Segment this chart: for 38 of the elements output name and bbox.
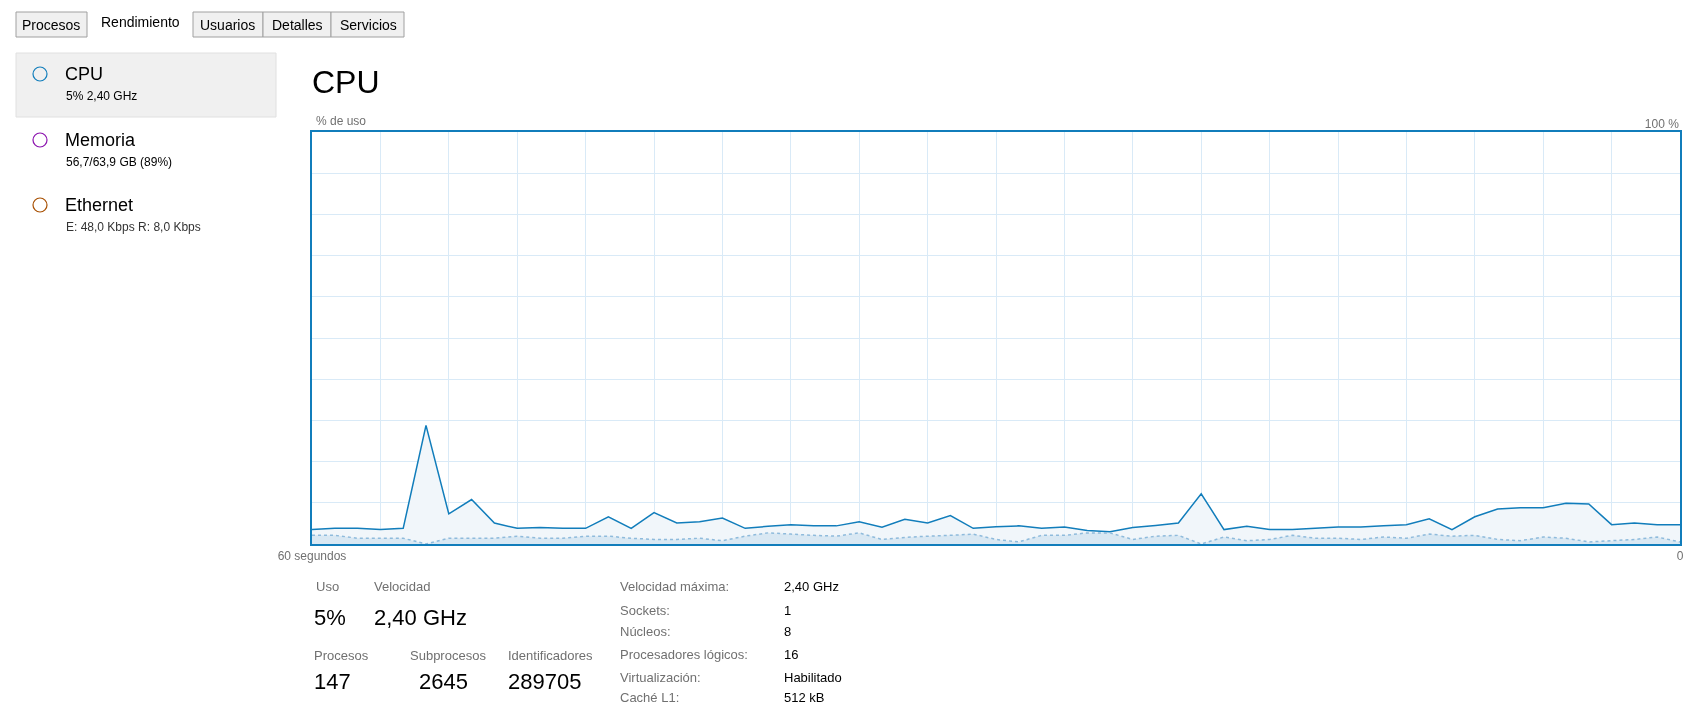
text: Caché L1: <box>620 690 680 705</box>
text: Procesos <box>22 17 81 33</box>
text: CPU <box>65 64 104 84</box>
text: 2,40 GHz <box>784 579 839 594</box>
x-tick-label: 60 segundos <box>277 549 347 564</box>
text: Identificadores <box>508 648 594 663</box>
chart-title: CPU <box>312 64 380 100</box>
text: Sockets: <box>620 603 670 618</box>
text: 289705 <box>508 669 582 694</box>
text: Velocidad máxima: <box>620 579 730 594</box>
text: Habilitado <box>784 670 842 685</box>
text: Velocidad <box>374 579 431 594</box>
text: Usuarios <box>200 17 256 33</box>
text: E: 48,0 Kbps R: 8,0 Kbps <box>66 220 201 234</box>
text: 2645 <box>419 669 468 694</box>
text: 512 kB <box>784 690 825 705</box>
text: Subprocesos <box>410 648 487 663</box>
text: Servicios <box>340 17 397 33</box>
text: Virtualización: <box>620 670 701 685</box>
y-axis-title: % de uso <box>316 114 367 128</box>
text: 5% <box>314 605 346 630</box>
y-tick-label: 100 % <box>1644 116 1680 131</box>
text: Procesadores lógicos: <box>620 647 748 662</box>
text: 147 <box>314 669 351 694</box>
text: Detalles <box>272 17 323 33</box>
text: 5% 2,40 GHz <box>66 89 138 103</box>
text: 56,7/63,9 GB (89%) <box>66 155 173 169</box>
text: Rendimiento <box>101 14 180 30</box>
text: Procesos <box>314 648 369 663</box>
text: 2,40 GHz <box>374 605 467 630</box>
text: Memoria <box>65 130 136 150</box>
text: 1 <box>784 603 792 618</box>
text: 16 <box>784 647 799 662</box>
x-tick-label: 0 <box>1676 549 1684 564</box>
text: 8 <box>784 624 792 639</box>
text: Núcleos: <box>620 624 671 639</box>
text: Ethernet <box>65 195 134 215</box>
text: Uso <box>316 579 340 594</box>
